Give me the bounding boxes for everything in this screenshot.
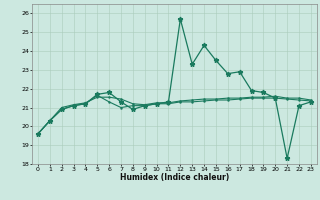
X-axis label: Humidex (Indice chaleur): Humidex (Indice chaleur): [120, 173, 229, 182]
